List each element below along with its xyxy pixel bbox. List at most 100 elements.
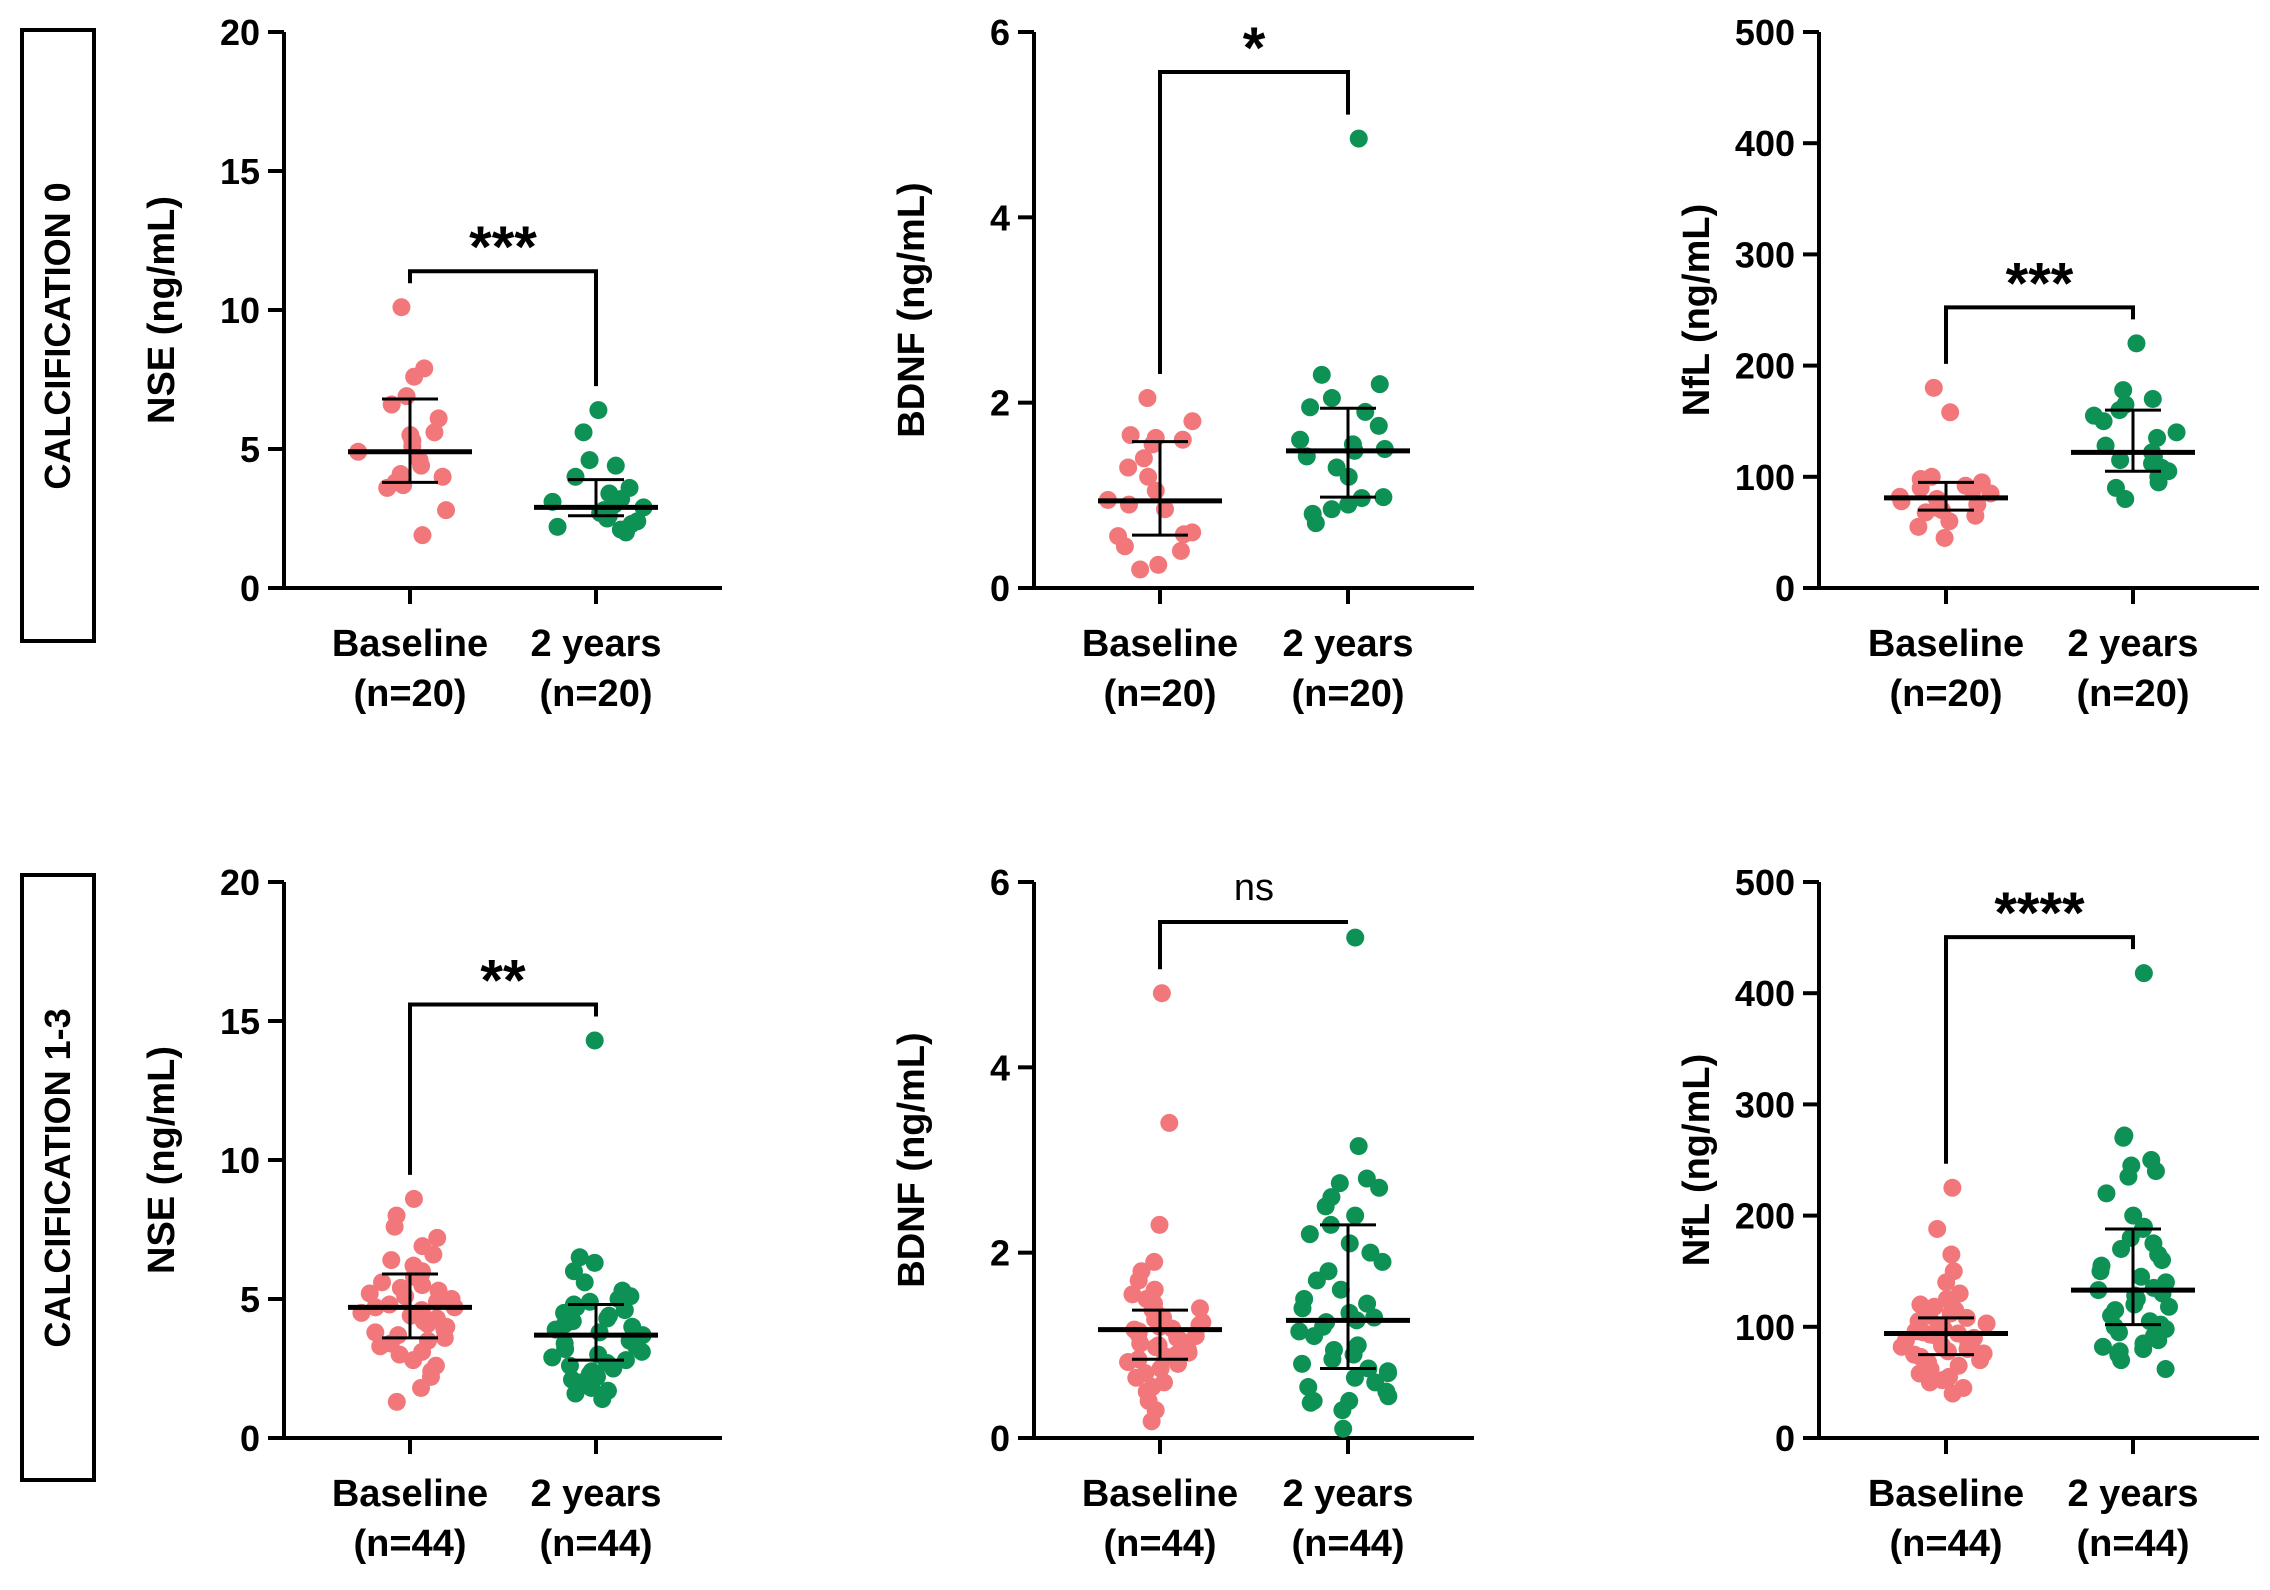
series-2-years: [1286, 129, 1410, 533]
data-point: [2097, 1184, 2116, 1203]
x-tick-label: 2 years: [530, 623, 661, 665]
data-point: [1971, 1351, 1990, 1370]
data-point: [1171, 541, 1190, 560]
data-point: [575, 1273, 594, 1292]
data-point: [394, 476, 413, 495]
data-point: [1290, 1322, 1309, 1341]
data-point: [2116, 490, 2135, 509]
data-point: [1909, 517, 1928, 536]
data-point: [1346, 928, 1365, 947]
data-point: [1312, 365, 1331, 384]
data-point: [1346, 1206, 1365, 1225]
y-tick-label: 100: [1735, 1307, 1795, 1348]
data-point: [1374, 488, 1393, 507]
row-label-2: CALCIFICATION 1-3: [37, 1008, 78, 1347]
data-point: [1151, 1359, 1170, 1378]
data-point: [590, 1323, 609, 1342]
data-point: [2112, 1351, 2131, 1370]
panel-3: 0 100 200 300 400 500 NfL (ng/mL) Baseline (n=20…: [1676, 12, 2259, 715]
series-baseline: [348, 1189, 472, 1411]
data-point: [2146, 1162, 2165, 1181]
x-tick-n-label: (n=44): [540, 1523, 653, 1565]
data-point: [1941, 403, 1960, 422]
y-tick-label: 10: [220, 1140, 260, 1181]
series-baseline: [1884, 1178, 2008, 1403]
data-point: [390, 1345, 409, 1364]
data-point: [1301, 398, 1320, 417]
y-tick-label: 0: [1775, 1418, 1795, 1459]
data-point: [1963, 481, 1982, 500]
data-point: [566, 1384, 585, 1403]
data-point: [2111, 451, 2130, 470]
y-tick-label: 200: [1735, 346, 1795, 387]
data-point: [1138, 389, 1157, 408]
data-point: [1373, 1252, 1392, 1271]
significance-label: **: [480, 948, 526, 1013]
y-tick-label: 2: [990, 1233, 1010, 1274]
panel-1: 0 5 10 15 20 NSE (ng/mL) Baseline (n=20) 2 years…: [141, 12, 722, 715]
data-point: [1300, 1225, 1319, 1244]
y-tick-label: 100: [1735, 457, 1795, 498]
x-tick-label: Baseline: [332, 1473, 488, 1515]
significance-bracket: [1158, 920, 1348, 970]
data-point: [1938, 1342, 1957, 1361]
x-tick-label: Baseline: [332, 623, 488, 665]
data-point: [1339, 495, 1358, 514]
data-point: [382, 1251, 401, 1270]
data-point: [1190, 1299, 1209, 1318]
data-point: [1358, 1294, 1377, 1313]
x-tick-n-label: (n=44): [2077, 1523, 2190, 1565]
x-tick-n-label: (n=44): [1104, 1523, 1217, 1565]
data-point: [1291, 430, 1310, 449]
y-tick-label: 0: [1775, 568, 1795, 609]
y-tick-label: 0: [990, 568, 1010, 609]
x-tick-label: Baseline: [1082, 623, 1238, 665]
data-point: [1365, 1308, 1384, 1327]
data-point: [2112, 1239, 2131, 1258]
x-tick-label: Baseline: [1868, 623, 2024, 665]
y-tick-label: 6: [990, 12, 1010, 53]
row-label-box-2: [20, 873, 96, 1482]
data-point: [404, 1189, 423, 1208]
data-point: [2119, 1167, 2138, 1186]
data-point: [1307, 1271, 1326, 1290]
y-axis-label: BDNF (ng/mL): [891, 182, 933, 437]
y-tick-label: 6: [990, 862, 1010, 903]
data-point: [366, 1323, 385, 1342]
y-tick-label: 0: [240, 568, 260, 609]
data-point: [1145, 1252, 1164, 1271]
data-point: [1115, 537, 1134, 556]
x-tick-label: 2 years: [1282, 1473, 1413, 1515]
y-tick-label: 300: [1735, 234, 1795, 275]
x-tick-label: Baseline: [1868, 1473, 2024, 1515]
x-tick-n-label: (n=20): [1890, 673, 2003, 715]
y-axis-label: NfL (ng/mL): [1676, 1054, 1718, 1266]
data-point: [1943, 1384, 1962, 1403]
data-point: [1330, 1174, 1349, 1193]
data-point: [1370, 1178, 1389, 1197]
data-point: [2149, 473, 2168, 492]
data-point: [2091, 1262, 2110, 1281]
data-point: [589, 401, 608, 420]
series-2-years: [1286, 928, 1410, 1438]
y-tick-label: 15: [220, 1001, 260, 1042]
data-point: [2114, 381, 2133, 400]
data-point: [1127, 1368, 1146, 1387]
panel-6: 0 100 200 300 400 500 NfL (ng/mL) Baseline (n=44…: [1676, 862, 2259, 1565]
series-baseline: [1098, 389, 1222, 579]
x-tick-n-label: (n=20): [1292, 673, 1405, 715]
y-axis-label: BDNF (ng/mL): [891, 1032, 933, 1287]
data-point: [564, 1262, 583, 1281]
data-point: [1924, 378, 1943, 397]
data-point: [424, 1245, 443, 1264]
significance-bracket: [1158, 70, 1350, 375]
data-point: [1149, 555, 1168, 574]
data-point: [585, 1253, 604, 1272]
significance-label: ***: [469, 215, 537, 280]
data-point: [1131, 560, 1150, 579]
data-point: [433, 467, 452, 486]
data-point: [1916, 503, 1935, 522]
data-point: [413, 1276, 432, 1295]
series-2-years: [2071, 334, 2195, 509]
x-tick-label: 2 years: [1282, 623, 1413, 665]
